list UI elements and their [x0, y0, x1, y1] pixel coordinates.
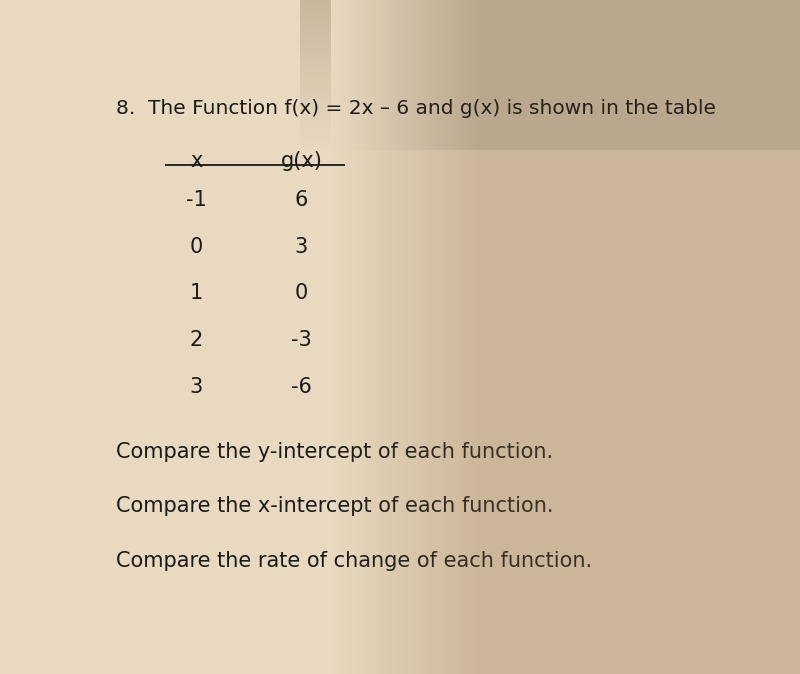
Text: -6: -6: [291, 377, 312, 397]
Text: Compare the x-intercept of each function.: Compare the x-intercept of each function…: [115, 496, 553, 516]
Text: Compare the rate of change of each function.: Compare the rate of change of each funct…: [115, 551, 592, 571]
Text: 6: 6: [295, 190, 308, 210]
Text: x: x: [190, 151, 202, 171]
Text: g(x): g(x): [281, 151, 322, 171]
Text: 3: 3: [190, 377, 202, 397]
Text: 0: 0: [295, 283, 308, 303]
Text: 8.  The Function f(x) = 2x – 6 and g(x) is shown in the table: 8. The Function f(x) = 2x – 6 and g(x) i…: [115, 99, 715, 118]
Text: Compare the y-intercept of each function.: Compare the y-intercept of each function…: [115, 441, 553, 462]
Text: -3: -3: [291, 330, 312, 350]
Text: -1: -1: [186, 190, 206, 210]
Text: 1: 1: [190, 283, 202, 303]
Text: 2: 2: [190, 330, 202, 350]
Text: 0: 0: [190, 237, 202, 257]
Text: 3: 3: [295, 237, 308, 257]
